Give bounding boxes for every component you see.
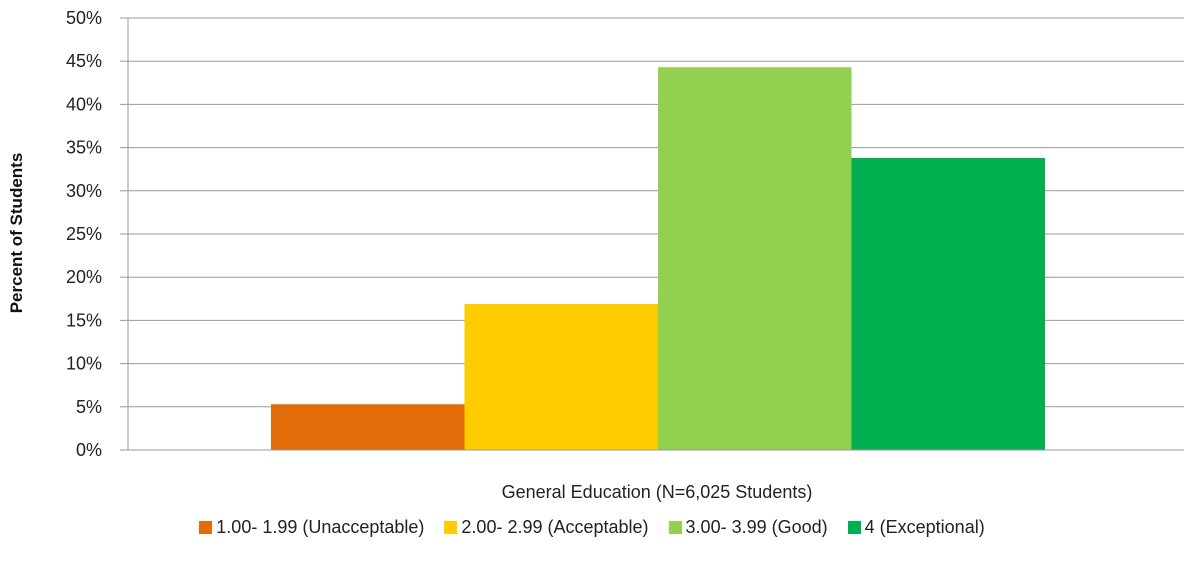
category-label: General Education (N=6,025 Students)	[502, 482, 813, 502]
legend-swatch	[668, 520, 682, 534]
y-tick-label: 50%	[66, 8, 102, 28]
y-axis-title: Percent of Students	[7, 153, 26, 314]
legend-label: 2.00- 2.99 (Acceptable)	[461, 516, 649, 537]
legend-swatch	[199, 520, 213, 534]
legend-label: 3.00- 3.99 (Good)	[685, 516, 828, 537]
bars	[271, 67, 1045, 451]
y-axis-ticks: 0% 5% 10% 15% 20% 25% 30% 35% 40% 45% 50%	[66, 8, 128, 460]
y-tick-label: 10%	[66, 354, 102, 374]
y-tick-label: 15%	[66, 310, 102, 330]
legend-label: 1.00- 1.99 (Unacceptable)	[216, 516, 425, 537]
y-tick-label: 25%	[66, 224, 102, 244]
y-tick-label: 40%	[66, 94, 102, 114]
legend-swatch	[444, 520, 458, 534]
legend-item: 3.00- 3.99 (Good)	[668, 516, 828, 538]
legend-item: 2.00- 2.99 (Acceptable)	[444, 516, 649, 538]
legend-label: 4 (Exceptional)	[864, 516, 985, 537]
bar-2	[464, 303, 658, 450]
y-tick-label: 0%	[76, 440, 102, 460]
y-tick-label: 20%	[66, 267, 102, 287]
bar-3	[658, 67, 852, 451]
y-tick-label: 35%	[66, 138, 102, 158]
gridlines	[127, 17, 1184, 450]
legend: 1.00- 1.99 (Unacceptable) 2.00- 2.99 (Acc…	[0, 512, 1184, 542]
y-tick-label: 45%	[66, 51, 102, 71]
bar-chart: 0% 5% 10% 15% 20% 25% 30% 35% 40% 45% 50% Percent …	[7, 8, 1184, 502]
bar-4	[851, 157, 1045, 450]
legend-item: 1.00- 1.99 (Unacceptable)	[199, 517, 424, 538]
legend-item: 4 (Exceptional)	[847, 516, 985, 538]
legend-swatch	[847, 520, 861, 534]
bar-1	[271, 404, 465, 450]
y-tick-label: 30%	[66, 181, 102, 201]
y-tick-label: 5%	[76, 397, 102, 417]
